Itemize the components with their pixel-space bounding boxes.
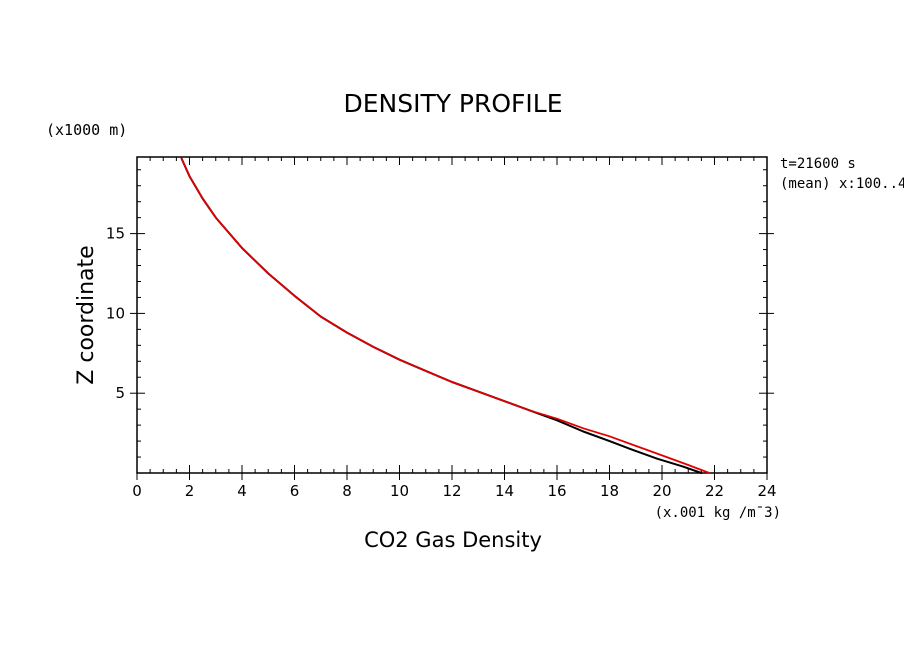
x-axis-label: CO2 Gas Density	[364, 528, 542, 552]
x-units-label: (x.001 kg /m¯3)	[655, 505, 781, 521]
x-tick-label: 12	[442, 482, 461, 500]
x-tick-label: 2	[185, 482, 195, 500]
annotation-time: t=21600 s	[780, 156, 856, 172]
y-tick-label: 15	[106, 225, 125, 243]
x-tick-label: 18	[600, 482, 619, 500]
x-tick-label: 6	[290, 482, 300, 500]
x-tick-label: 24	[757, 482, 776, 500]
chart-title: DENSITY PROFILE	[343, 89, 562, 118]
y-axis-label: Z coordinate	[74, 245, 99, 384]
x-tick-label: 20	[652, 482, 671, 500]
x-tick-label: 0	[132, 482, 142, 500]
x-tick-label: 14	[495, 482, 514, 500]
annotation-mean: (mean) x:100..4	[780, 176, 904, 192]
x-tick-label: 8	[342, 482, 352, 500]
y-tick-label: 10	[106, 304, 125, 322]
x-tick-label: 22	[705, 482, 724, 500]
x-tick-label: 16	[547, 482, 566, 500]
series-line-2	[180, 157, 711, 474]
plot-frame	[136, 156, 768, 474]
y-tick-label: 5	[115, 384, 125, 402]
y-units-label: (x1000 m)	[46, 121, 127, 139]
series-line-1	[180, 157, 703, 474]
x-tick-label: 4	[237, 482, 247, 500]
x-tick-label: 10	[390, 482, 409, 500]
